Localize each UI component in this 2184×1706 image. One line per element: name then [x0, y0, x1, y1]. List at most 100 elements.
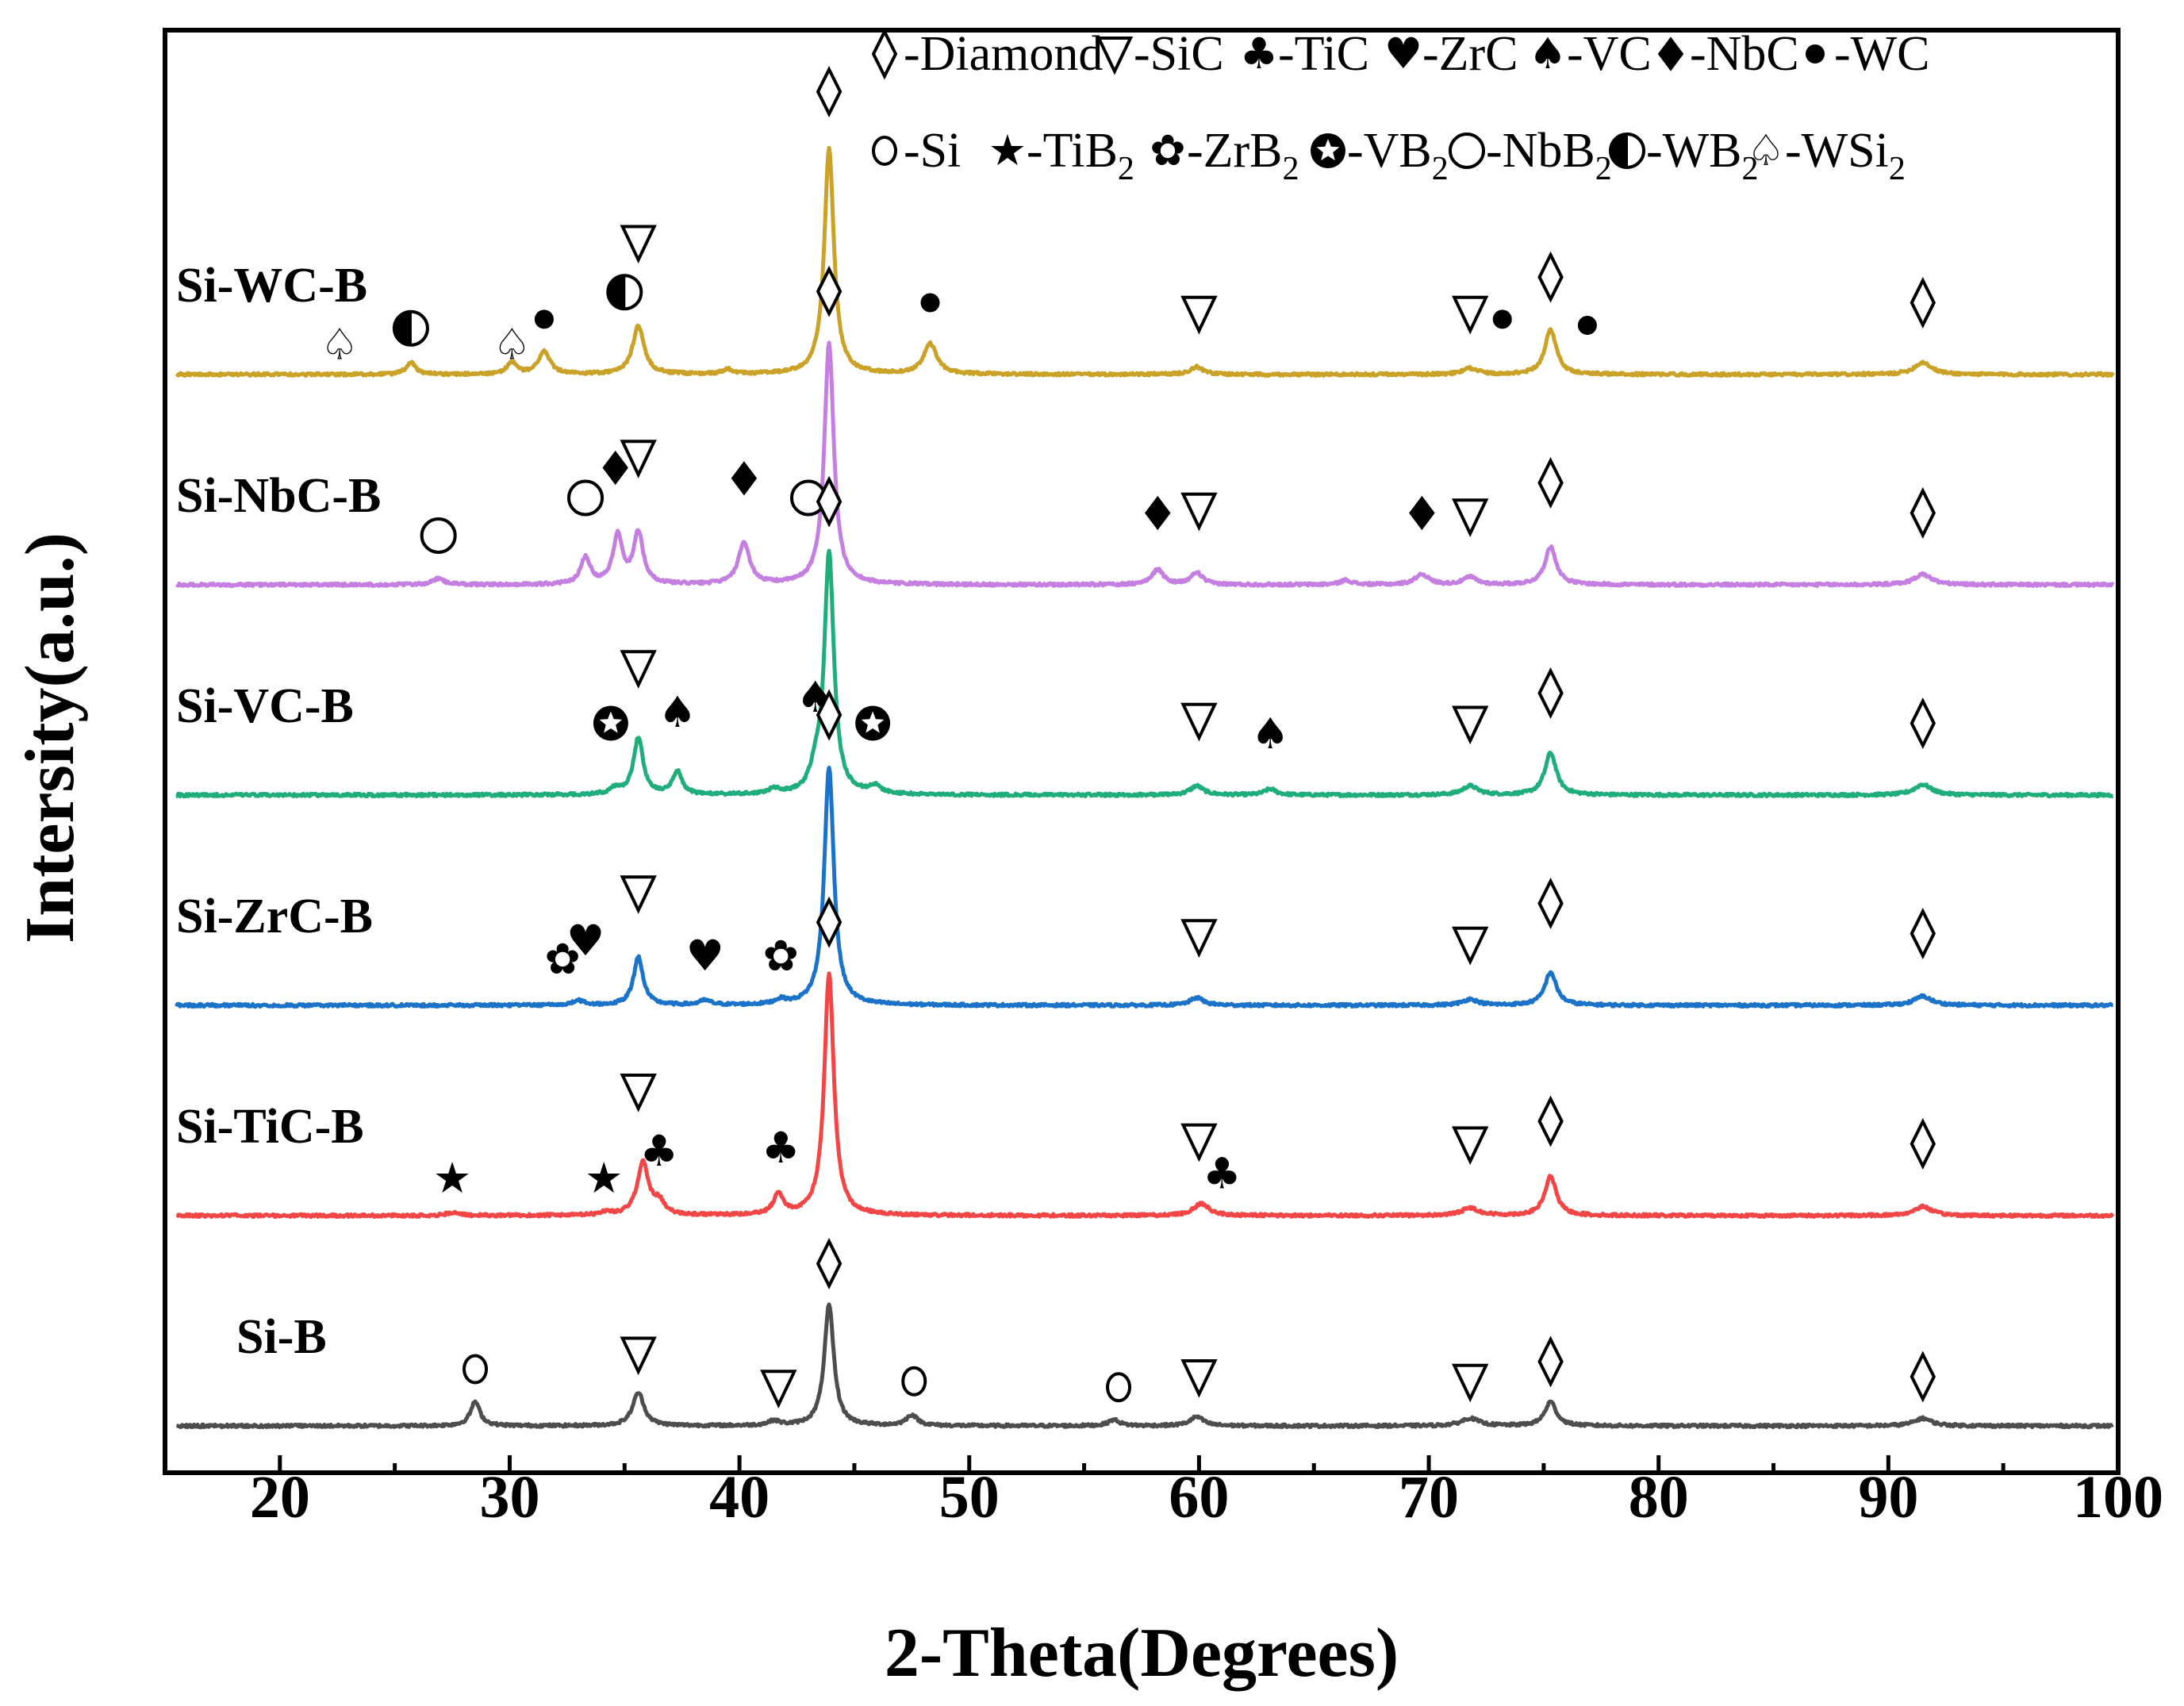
legend-item-nbb2: -NbB2 [1449, 124, 1612, 187]
legend: -Diamond -SiC ♣ -TiC ♥ -ZrC ♠ -VC -NbC -WC-Si ★ -Ti… [871, 27, 1930, 187]
svg-text:♥: ♥ [566, 916, 605, 966]
marker-diamond [816, 265, 843, 317]
marker-sic [1452, 705, 1489, 745]
marker-vc: ♠ [1529, 29, 1567, 79]
marker-sic [620, 440, 657, 478]
marker-zrb2: ✿ [763, 931, 799, 981]
legend-item-diamond: -Diamond [871, 27, 1103, 81]
marker-sic [1180, 1359, 1218, 1398]
legend-item-tib2: ★ -TiB2 [988, 124, 1134, 187]
trace-si-b [175, 1302, 2114, 1430]
marker-sic [620, 875, 657, 914]
legend-label: -VB [1347, 124, 1432, 178]
marker-diamond [1910, 277, 1936, 329]
svg-text:-NbB2: -NbB2 [1486, 124, 1612, 187]
svg-text:♤: ♤ [320, 320, 359, 370]
marker-sic [1180, 702, 1218, 742]
trace-si-vc-b [175, 548, 2114, 799]
marker-diamond [816, 475, 843, 528]
marker-vb2 [1311, 133, 1345, 168]
svg-text:★: ★ [433, 1153, 471, 1203]
marker-diamond [1910, 1118, 1936, 1170]
marker-wc [1806, 44, 1825, 63]
legend-label: -WSi [1785, 124, 1889, 178]
legend-item-tic: ♣ -TiC [1240, 27, 1369, 81]
svg-text:-ZrB2: -ZrB2 [1187, 124, 1299, 187]
marker-wc [920, 293, 940, 313]
svg-text:✿: ✿ [1150, 125, 1185, 175]
marker-tic: ♣ [1203, 1149, 1241, 1199]
legend-label: -SiC [1134, 27, 1224, 81]
plot-frame [163, 28, 2121, 1475]
marker-sic [1452, 926, 1489, 966]
x-tick-label: 50 [939, 1464, 1000, 1531]
svg-text:♠: ♠ [1529, 29, 1567, 79]
marker-zrb2: ✿ [1150, 125, 1185, 175]
svg-text:-WSi2: -WSi2 [1785, 124, 1906, 187]
marker-diamond [1537, 667, 1564, 719]
marker-nbb2 [420, 517, 457, 554]
legend-label: -TiC [1278, 27, 1369, 81]
marker-si [1106, 1372, 1132, 1403]
marker-tic: ♣ [1240, 29, 1278, 79]
svg-text:✿: ✿ [544, 934, 580, 984]
series-label: Si-VC-B [176, 679, 354, 733]
svg-text:-TiC: -TiC [1278, 27, 1369, 81]
svg-text:-VB2: -VB2 [1347, 124, 1449, 187]
legend-label: -TiB [1027, 124, 1118, 178]
legend-label: -Diamond [904, 27, 1103, 81]
marker-diamond [816, 689, 843, 741]
x-tick-label: 70 [1399, 1464, 1459, 1531]
svg-text:♣: ♣ [640, 1126, 678, 1176]
svg-text:♣: ♣ [762, 1123, 800, 1173]
legend-item-sic: -SiC [1096, 27, 1224, 81]
svg-text:♤: ♤ [1747, 125, 1785, 175]
marker-nbc [1145, 495, 1171, 531]
svg-text:★: ★ [585, 1153, 623, 1203]
marker-diamond [1537, 1335, 1564, 1388]
marker-wb2 [1609, 133, 1645, 169]
legend-label: -NbB [1486, 124, 1595, 178]
marker-diamond [1910, 1351, 1936, 1403]
marker-wc [1492, 309, 1512, 329]
marker-vc: ♠ [1251, 709, 1289, 759]
series-label: Si-B [236, 1310, 327, 1364]
x-tick-label: 30 [479, 1464, 539, 1531]
marker-sic [1452, 1363, 1489, 1403]
svg-text:♠: ♠ [1251, 709, 1289, 759]
x-tick-label: 20 [250, 1464, 310, 1531]
marker-wc [1577, 316, 1597, 335]
marker-zrb2: ✿ [544, 934, 580, 984]
marker-nbc [602, 450, 628, 486]
svg-text:♥: ♥ [685, 931, 724, 981]
series-label: Si-NbC-B [176, 469, 381, 523]
marker-nbc [1409, 495, 1435, 531]
marker-zrc: ♥ [685, 931, 724, 981]
marker-wsi2: ♤ [493, 320, 531, 370]
series-label: Si-ZrC-B [176, 890, 373, 943]
svg-text:-ZrC: -ZrC [1422, 27, 1518, 81]
svg-text:-Diamond: -Diamond [904, 27, 1103, 81]
marker-sic [1180, 492, 1218, 532]
legend-item-si: -Si [872, 124, 961, 178]
x-tick-label: 40 [709, 1464, 770, 1531]
marker-sic [1180, 919, 1218, 958]
marker-diamond [1537, 457, 1564, 509]
marker-wsi2: ♤ [1747, 125, 1785, 175]
marker-si [872, 136, 897, 166]
marker-sic [620, 1336, 657, 1376]
marker-diamond [1910, 908, 1936, 959]
marker-sic [620, 1074, 657, 1112]
traces [175, 145, 2115, 1430]
svg-text:♣: ♣ [1203, 1149, 1241, 1199]
marker-tic: ♣ [640, 1126, 678, 1176]
series-labels: Si-WC-B Si-NbC-B Si-VC-B Si-ZrC-B Si-TiC-B Si… [176, 259, 381, 1364]
legend-label: -NbC [1690, 27, 1799, 81]
marker-nbb2 [1449, 133, 1485, 169]
legend-subscript: 2 [1432, 151, 1449, 187]
marker-diamond [1537, 251, 1564, 303]
svg-text:♤: ♤ [493, 320, 531, 370]
marker-diamond [1537, 878, 1564, 929]
marker-sic [1096, 37, 1134, 75]
